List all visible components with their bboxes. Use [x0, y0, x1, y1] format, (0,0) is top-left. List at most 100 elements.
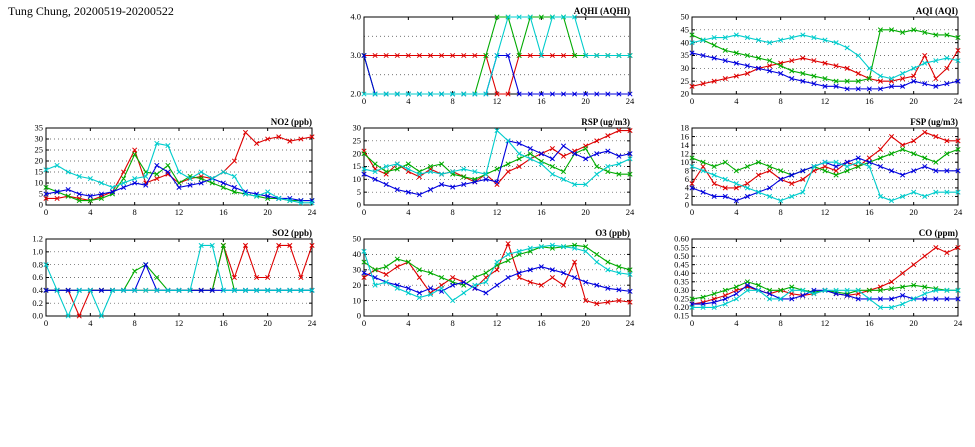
aqhi-xtick-label: 16 [537, 96, 546, 106]
aqhi-xtick-label: 24 [626, 96, 635, 106]
chart-o3: 0 10 20 30 40 50 0 4 8 12 16 20 24 O3 (ppb) [334, 226, 636, 337]
co-ytick-label: 0.50 [674, 251, 689, 261]
o3-ytick-label: 40 [353, 249, 362, 259]
rsp-xtick-label: 12 [493, 207, 502, 217]
rsp-xtick-label: 24 [626, 207, 635, 217]
fsp-xtick-label: 24 [954, 207, 963, 217]
co-ytick-label: 0.20 [674, 302, 689, 312]
co-markers-green [689, 279, 961, 302]
fsp-xtick-label: 12 [821, 207, 830, 217]
co-markers-cyan [689, 287, 961, 310]
rsp-xtick-label: 20 [581, 207, 590, 217]
fsp-xtick-label: 8 [779, 207, 783, 217]
chart-no2: 0 5 10 15 20 25 30 35 0 4 8 12 16 20 24 NO2 (ppb) [16, 115, 318, 226]
so2-ytick-label: 0.2 [32, 298, 43, 308]
so2-xtick-label: 24 [308, 318, 317, 328]
o3-plot: 0 10 20 30 40 50 0 4 8 12 16 20 24 O3 (ppb) [353, 228, 636, 328]
aqi-xtick-label: 12 [821, 96, 830, 106]
fsp-ytick-label: 14 [681, 140, 690, 150]
o3-xtick-label: 24 [626, 318, 635, 328]
fsp-ytick-label: 10 [681, 157, 690, 167]
co-ytick-label: 0.55 [674, 242, 689, 252]
so2-xtick-label: 20 [263, 318, 272, 328]
no2-series-red [46, 131, 313, 202]
aqi-ytick-label: 40 [681, 37, 690, 47]
co-ytick-label: 0.60 [674, 234, 689, 244]
aqi-xtick-label: 8 [779, 96, 783, 106]
rsp-xtick-label: 0 [362, 207, 366, 217]
no2-ytick-label: 0 [39, 200, 43, 210]
aqi-ytick-label: 20 [681, 89, 690, 99]
rsp-xtick-label: 16 [537, 207, 546, 217]
co-xtick-label: 12 [821, 318, 830, 328]
o3-xtick-label: 12 [493, 318, 502, 328]
rsp-markers-cyan [361, 128, 633, 188]
aqi-series-blue [691, 52, 959, 90]
no2-ytick-label: 30 [35, 134, 44, 144]
fsp-xtick-label: 16 [865, 207, 874, 217]
so2-xtick-label: 0 [44, 318, 48, 328]
co-xtick-label: 4 [734, 318, 739, 328]
aqi-xtick-label: 16 [865, 96, 874, 106]
co-ytick-label: 0.25 [674, 294, 689, 304]
so2-markers-green [43, 242, 315, 293]
fsp-xtick-label: 4 [734, 207, 739, 217]
o3-ytick-label: 20 [353, 280, 362, 290]
so2-plot: 0.0 0.2 0.4 0.6 0.8 1.0 1.2 0 4 8 12 16 20 24 SO2 (ppb… [32, 228, 317, 328]
fsp-markers-cyan [689, 159, 961, 204]
chart-aqhi: 2.0 3.0 4.0 0 4 8 12 16 20 24 AQHI (AQHI) [334, 4, 636, 115]
aqi-ytick-label: 35 [681, 50, 690, 60]
o3-markers-red [361, 241, 633, 307]
o3-markers-cyan [361, 242, 633, 304]
chart-rsp: 0 5 10 15 20 25 30 0 4 8 12 16 20 24 RSP (ug/m3) [334, 115, 636, 226]
o3-xtick-label: 16 [537, 318, 546, 328]
co-ytick-label: 0.15 [674, 311, 689, 321]
aqhi-xtick-label: 12 [493, 96, 502, 106]
so2-ytick-label: 0.4 [32, 285, 43, 295]
no2-xtick-label: 12 [175, 207, 184, 217]
co-xtick-label: 24 [954, 318, 963, 328]
rsp-xtick-label: 8 [451, 207, 455, 217]
no2-xtick-label: 24 [308, 207, 317, 217]
chart-fsp: 0 2 4 6 8 10 12 14 16 18 0 4 8 12 16 20 24 FSP (ug/m3) [662, 115, 964, 226]
so2-ytick-label: 0.0 [32, 311, 43, 321]
no2-xtick-label: 0 [44, 207, 48, 217]
o3-series-cyan [363, 244, 631, 302]
rsp-xtick-label: 4 [406, 207, 411, 217]
no2-ytick-label: 35 [35, 123, 44, 133]
chart-aqi: 20 25 30 35 40 45 50 0 4 8 12 16 20 24 AQI (AQI) [662, 4, 964, 115]
co-ytick-label: 0.40 [674, 268, 689, 278]
chart-so2: 0.0 0.2 0.4 0.6 0.8 1.0 1.2 0 4 8 12 16 20 24 SO2 (ppb… [16, 226, 318, 337]
no2-xtick-label: 8 [133, 207, 137, 217]
rsp-ytick-label: 25 [353, 136, 362, 146]
co-ytick-label: 0.35 [674, 276, 689, 286]
no2-markers-red [43, 129, 315, 204]
fsp-ytick-label: 12 [681, 148, 690, 158]
aqi-title: AQI (AQI) [916, 6, 958, 16]
rsp-ytick-label: 30 [353, 123, 362, 133]
aqi-ytick-label: 45 [681, 25, 690, 35]
o3-series-red [363, 242, 631, 305]
aqi-ytick-label: 25 [681, 76, 690, 86]
no2-ytick-label: 5 [39, 189, 43, 199]
chart-co: 0.15 0.20 0.25 0.30 0.35 0.40 0.45 0.50 0.55 0.60… [662, 226, 964, 337]
rsp-series-green [363, 147, 630, 180]
so2-ytick-label: 0.8 [32, 259, 43, 269]
o3-series-blue [363, 266, 631, 294]
fsp-xtick-label: 0 [690, 207, 694, 217]
so2-ytick-label: 1.2 [32, 234, 43, 244]
co-title: CO (ppm) [919, 228, 958, 238]
so2-xtick-label: 12 [175, 318, 184, 328]
fsp-ytick-label: 2 [685, 191, 689, 201]
aqi-ytick-label: 30 [681, 63, 690, 73]
o3-xtick-label: 20 [581, 318, 590, 328]
no2-ytick-label: 15 [35, 167, 44, 177]
rsp-ytick-label: 5 [357, 187, 361, 197]
aqi-xtick-label: 20 [909, 96, 918, 106]
fsp-xtick-label: 20 [909, 207, 918, 217]
no2-ytick-label: 25 [35, 145, 44, 155]
so2-xtick-label: 8 [133, 318, 137, 328]
o3-ytick-label: 50 [353, 234, 362, 244]
